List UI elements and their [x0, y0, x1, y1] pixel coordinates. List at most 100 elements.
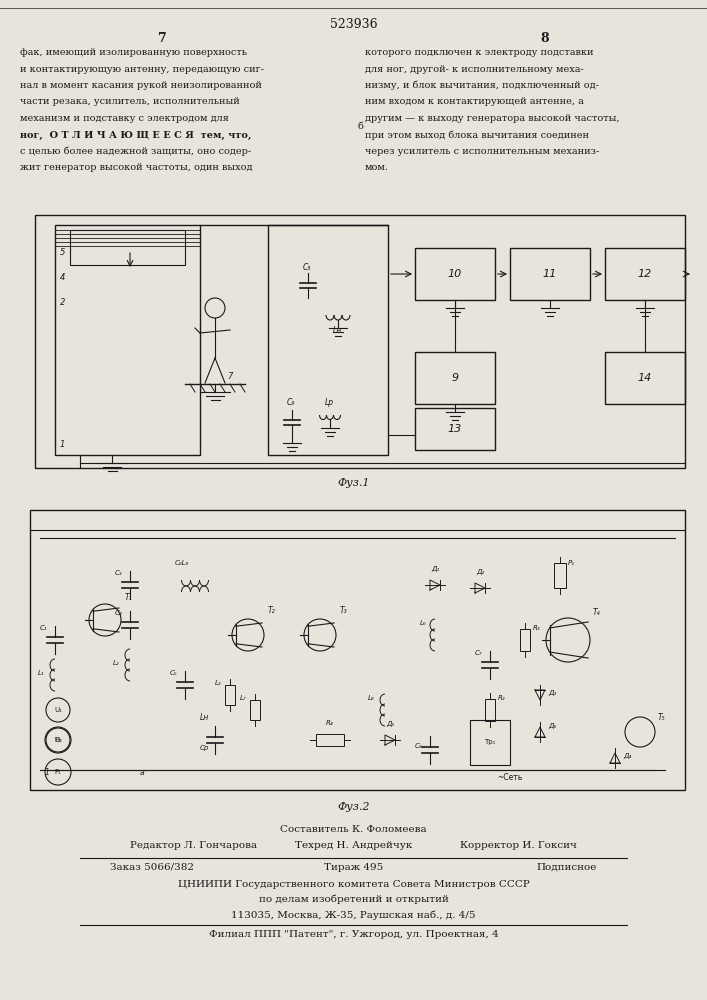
- Text: для ног, другой- к исполнительному меха-: для ног, другой- к исполнительному меха-: [365, 64, 584, 74]
- Text: ~Сеть: ~Сеть: [498, 773, 522, 782]
- Text: нал в момент касания рукой неизолированной: нал в момент касания рукой неизолированн…: [20, 81, 262, 90]
- Text: C₇: C₇: [475, 650, 483, 656]
- Text: 10: 10: [448, 269, 462, 279]
- Text: мом.: мом.: [365, 163, 389, 172]
- Text: C₈L₈: C₈L₈: [175, 560, 189, 566]
- Text: T₃: T₃: [340, 606, 348, 615]
- Bar: [605, 248, 685, 300]
- Text: Корректор И. Гоксич: Корректор И. Гоксич: [460, 841, 577, 850]
- Text: Редактор Л. Гончарова: Редактор Л. Гончарова: [130, 841, 257, 850]
- Text: L₂: L₂: [113, 660, 119, 666]
- Text: 11: 11: [543, 269, 557, 279]
- Text: части резака, усилитель, исполнительный: части резака, усилитель, исполнительный: [20, 98, 240, 106]
- Text: L₇: L₇: [240, 695, 247, 701]
- Text: Lн: Lн: [333, 326, 342, 335]
- Bar: [250, 700, 260, 720]
- Text: 523936: 523936: [329, 18, 378, 31]
- Text: при этом выход блока вычитания соединен: при этом выход блока вычитания соединен: [365, 130, 589, 140]
- Text: C₁: C₁: [40, 625, 47, 631]
- Text: 1: 1: [45, 768, 50, 777]
- Text: по делам изобретений и открытий: по делам изобретений и открытий: [259, 895, 448, 904]
- Text: P₁: P₁: [54, 769, 62, 775]
- Text: ним входом к контактирующей антенне, а: ним входом к контактирующей антенне, а: [365, 98, 584, 106]
- Text: Д₅: Д₅: [386, 721, 394, 727]
- Text: 12: 12: [638, 269, 652, 279]
- Text: ног,  О Т Л И Ч А Ю Щ Е Е С Я  тем, что,: ног, О Т Л И Ч А Ю Щ Е Е С Я тем, что,: [20, 130, 252, 140]
- Text: C₈: C₈: [303, 263, 311, 272]
- Text: фак, имеющий изолированную поверхность: фак, имеющий изолированную поверхность: [20, 48, 247, 57]
- Bar: [316, 734, 344, 746]
- Text: 5: 5: [60, 248, 65, 257]
- Text: 2: 2: [60, 298, 65, 307]
- Text: T₅: T₅: [658, 713, 665, 722]
- Text: Д₆: Д₆: [548, 723, 556, 729]
- Bar: [520, 629, 530, 651]
- Bar: [268, 225, 388, 455]
- Text: Lр: Lр: [325, 398, 334, 407]
- Text: T₄: T₄: [593, 608, 601, 617]
- Text: жит генератор высокой частоты, один выход: жит генератор высокой частоты, один выхо…: [20, 163, 252, 172]
- Text: Д₁: Д₁: [431, 566, 439, 572]
- Text: ЦНИИПИ Государственного комитета Совета Министров СССР: ЦНИИПИ Государственного комитета Совета …: [177, 880, 530, 889]
- Text: L₈: L₈: [368, 695, 375, 701]
- Text: L₆: L₆: [420, 620, 426, 626]
- Text: 9: 9: [452, 373, 459, 383]
- Text: 14: 14: [638, 373, 652, 383]
- Text: и контактирующую антенну, передающую сиг-: и контактирующую антенну, передающую сиг…: [20, 64, 264, 74]
- Bar: [35, 215, 685, 468]
- Bar: [605, 352, 685, 404]
- Text: 7: 7: [158, 32, 167, 45]
- Text: другим — к выходу генератора высокой частоты,: другим — к выходу генератора высокой час…: [365, 114, 619, 123]
- Text: T₁: T₁: [125, 593, 133, 602]
- Bar: [225, 685, 235, 705]
- Bar: [55, 225, 200, 455]
- Text: U₂: U₂: [54, 737, 62, 743]
- Text: P₂: P₂: [54, 737, 62, 743]
- Text: Филиал ППП "Патент", г. Ужгород, ул. Проектная, 4: Филиал ППП "Патент", г. Ужгород, ул. Про…: [209, 930, 498, 939]
- Text: Д₂: Д₂: [476, 569, 484, 575]
- Text: U₁: U₁: [54, 707, 62, 713]
- Text: C₉: C₉: [415, 743, 423, 749]
- Text: L₃: L₃: [215, 680, 221, 686]
- Text: Составитель К. Фоломеева: Составитель К. Фоломеева: [280, 825, 427, 834]
- Text: Техред Н. Андрейчук: Техред Н. Андрейчук: [295, 841, 412, 850]
- Bar: [470, 720, 510, 765]
- Text: низму, и блок вычитания, подключенный од-: низму, и блок вычитания, подключенный од…: [365, 81, 599, 91]
- Bar: [415, 352, 495, 404]
- Text: T₂: T₂: [268, 606, 276, 615]
- Text: Фуз.1: Фуз.1: [337, 478, 370, 488]
- Text: которого подключен к электроду подставки: которого подключен к электроду подставки: [365, 48, 593, 57]
- Text: Фуз.2: Фуз.2: [337, 802, 370, 812]
- Bar: [415, 248, 495, 300]
- Bar: [554, 562, 566, 587]
- Text: 7: 7: [227, 372, 233, 381]
- Text: 113035, Москва, Ж-35, Раушская наб., д. 4/5: 113035, Москва, Ж-35, Раушская наб., д. …: [231, 910, 476, 920]
- Text: C₄: C₄: [115, 610, 122, 616]
- Text: Д₄: Д₄: [623, 753, 631, 759]
- Bar: [70, 230, 185, 265]
- Bar: [415, 408, 495, 450]
- Text: 1: 1: [60, 440, 65, 449]
- Text: R₂: R₂: [498, 695, 506, 701]
- Text: Lн: Lн: [200, 713, 209, 722]
- Text: через усилитель с исполнительным механиз-: через усилитель с исполнительным механиз…: [365, 147, 600, 156]
- Text: C₃: C₃: [115, 570, 122, 576]
- Text: Д₃: Д₃: [548, 690, 556, 696]
- Text: Заказ 5066/382: Заказ 5066/382: [110, 863, 194, 872]
- Text: 4: 4: [60, 273, 65, 282]
- Text: Подписное: Подписное: [537, 863, 597, 872]
- Text: P₁: P₁: [568, 560, 575, 566]
- Text: 13: 13: [448, 424, 462, 434]
- Text: Тираж 495: Тираж 495: [324, 863, 383, 872]
- Text: Тр₁: Тр₁: [484, 739, 496, 745]
- Text: с целью более надежной защиты, оно содер-: с целью более надежной защиты, оно содер…: [20, 147, 251, 156]
- Text: R₃: R₃: [533, 625, 541, 631]
- Bar: [510, 248, 590, 300]
- Text: R₄: R₄: [326, 720, 334, 726]
- Text: C₉: C₉: [287, 398, 296, 407]
- Text: L₁: L₁: [38, 670, 45, 676]
- Text: 8: 8: [540, 32, 549, 45]
- Text: б: б: [357, 122, 363, 131]
- Text: a: a: [140, 768, 145, 777]
- Text: механизм и подставку с электродом для: механизм и подставку с электродом для: [20, 114, 229, 123]
